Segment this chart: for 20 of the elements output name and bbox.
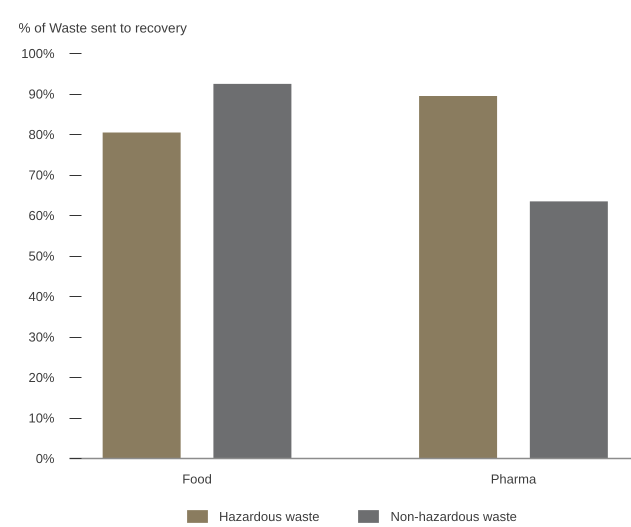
y-tick-label: 30% [28, 330, 55, 344]
bar [213, 84, 292, 458]
y-tick-label: 10% [28, 410, 55, 426]
y-tick-label: 60% [28, 208, 55, 223]
bar [530, 201, 608, 458]
y-tick-label: 100% [21, 46, 55, 61]
y-tick-label: 70% [28, 168, 55, 182]
y-tick-label: 50% [28, 248, 55, 264]
x-tick-label: Pharma [490, 472, 537, 486]
y-tick-label: 90% [28, 86, 55, 102]
bar [102, 132, 181, 458]
x-tick-label: Food [182, 472, 212, 486]
y-tick-label: 20% [28, 370, 55, 385]
y-axis-title: % of Waste sent to recovery [18, 20, 188, 36]
y-tick-label: 80% [28, 127, 55, 142]
y-tick-label: 0% [36, 451, 55, 466]
legend-label: Non-hazardous waste [390, 508, 517, 524]
y-tick-label: 40% [28, 289, 55, 304]
legend-label: Hazardous waste [219, 508, 320, 524]
bar [419, 96, 498, 458]
